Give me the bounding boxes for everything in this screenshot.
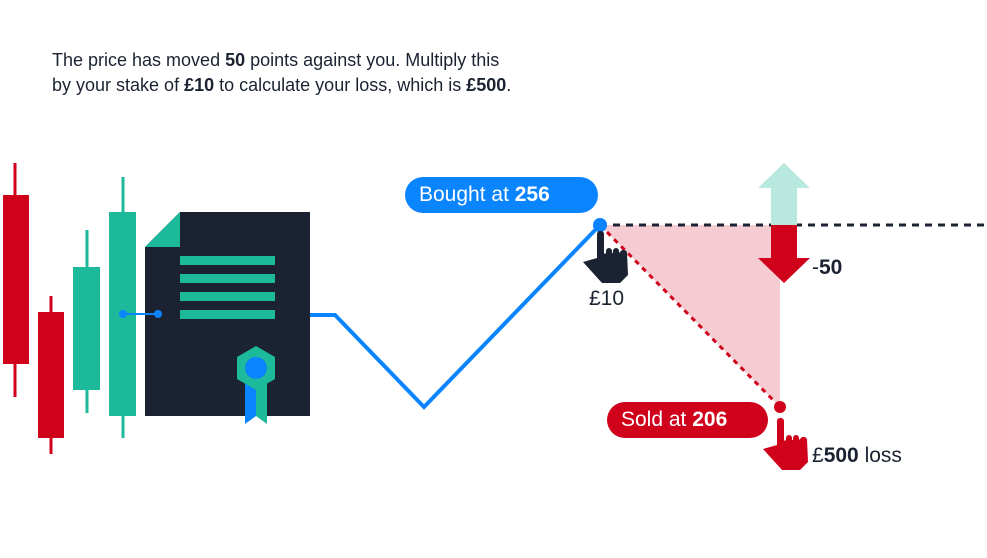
stake-amount: £10 — [184, 75, 215, 95]
pointing-hand-icon — [763, 418, 808, 470]
intro-text-part: . — [506, 75, 512, 95]
points-moved: 50 — [225, 50, 246, 70]
intro-text-part: points against you. Multiply this — [245, 50, 500, 70]
intro-text-part: The price has moved — [52, 50, 226, 70]
up-arrow-icon — [758, 163, 810, 225]
certificate-document-icon — [145, 212, 310, 424]
down-arrow-icon — [758, 225, 810, 283]
loss-value: 500 — [823, 444, 859, 467]
price-move-label: -50 — [812, 256, 842, 280]
intro-line-2: by your stake of £10 to calculate your l… — [52, 73, 612, 98]
stake-label: £10 — [589, 287, 625, 310]
bought-price: 256 — [514, 183, 550, 206]
intro-text: The price has moved 50 points against yo… — [52, 48, 612, 98]
candlestick-chart-icon — [3, 163, 136, 454]
buy-point — [593, 218, 607, 232]
bought-label: Bought at — [419, 183, 515, 206]
bought-at-badge: Bought at 256 — [405, 177, 598, 213]
loss-amount: £500 — [466, 75, 507, 95]
move-value: 50 — [819, 256, 843, 279]
connector — [119, 310, 162, 318]
sell-point — [774, 401, 786, 413]
intro-text-part: to calculate your loss, which is — [214, 75, 467, 95]
move-sign: - — [812, 256, 819, 279]
loss-currency: £ — [812, 444, 824, 467]
loss-dotted-line — [598, 223, 782, 409]
sold-at-badge: Sold at 206 — [607, 402, 768, 438]
loss-label: £500 loss — [812, 444, 902, 468]
price-line — [310, 223, 602, 410]
sold-label: Sold at — [621, 408, 693, 431]
intro-line-1: The price has moved 50 points against yo… — [52, 48, 612, 73]
sold-price: 206 — [692, 408, 728, 431]
loss-suffix: loss — [858, 444, 902, 467]
intro-text-part: by your stake of — [52, 75, 185, 95]
pointing-hand-icon — [583, 231, 628, 283]
